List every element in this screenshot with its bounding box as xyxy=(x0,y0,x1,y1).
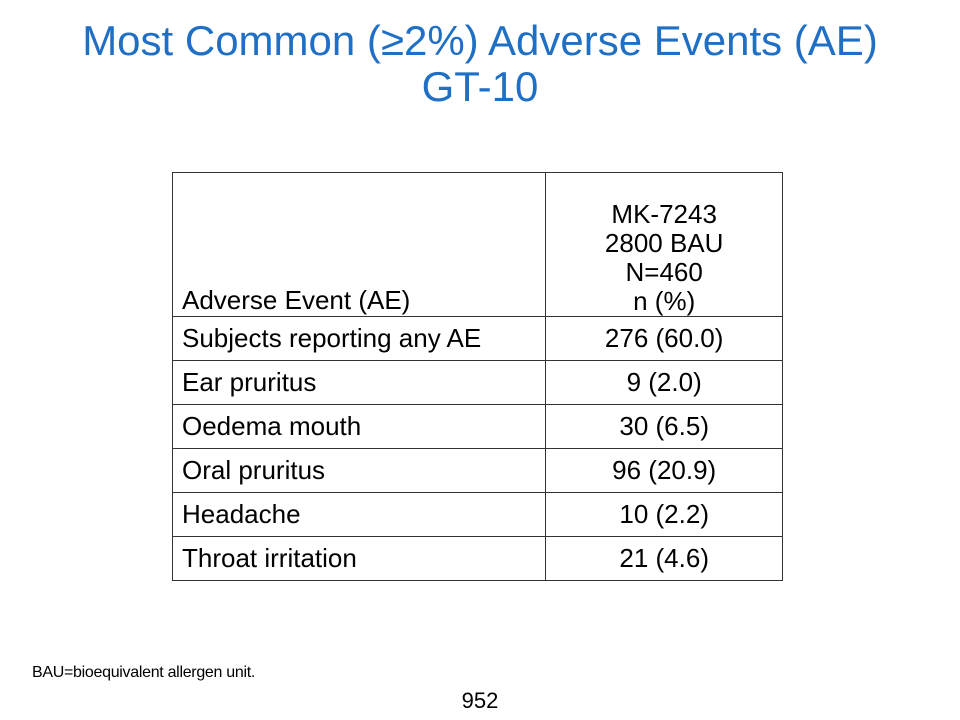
table-row: Subjects reporting any AE 276 (60.0) xyxy=(171,316,783,361)
event-count-cell: 96 (20.9) xyxy=(545,448,783,493)
table-row: Oral pruritus 96 (20.9) xyxy=(171,448,783,493)
table-row: Oedema mouth 30 (6.5) xyxy=(171,404,783,449)
event-count-cell: 276 (60.0) xyxy=(545,316,783,361)
slide-title-line-2: GT-10 xyxy=(421,63,539,110)
header-treatment-line: N=460 xyxy=(625,257,703,287)
header-treatment-line: 2800 BAU xyxy=(604,228,724,258)
event-name-cell: Subjects reporting any AE xyxy=(171,316,547,361)
event-name-cell: Headache xyxy=(171,492,547,537)
event-count-cell: 21 (4.6) xyxy=(545,536,783,581)
header-treatment-line: MK-7243 xyxy=(611,199,717,229)
header-adverse-event: Adverse Event (AE) xyxy=(171,172,547,317)
page-number: 952 xyxy=(461,688,499,713)
event-name-cell: Oral pruritus xyxy=(171,448,547,493)
event-name-cell: Ear pruritus xyxy=(171,360,547,405)
event-count-cell: 30 (6.5) xyxy=(545,404,783,449)
table-row: Ear pruritus 9 (2.0) xyxy=(171,360,783,405)
event-name-cell: Throat irritation xyxy=(171,536,547,581)
header-treatment-line: n (%) xyxy=(633,286,696,316)
slide-title: Most Common (≥2%) Adverse Events (AE) GT… xyxy=(0,18,960,110)
adverse-events-table: Adverse Event (AE) MK-7243 2800 BAU N=46… xyxy=(171,172,783,581)
footnote: BAU=bioequivalent allergen unit. xyxy=(32,664,256,681)
event-count-cell: 9 (2.0) xyxy=(545,360,783,405)
table-row: Throat irritation 21 (4.6) xyxy=(171,536,783,581)
header-treatment-group: MK-7243 2800 BAU N=460 n (%) xyxy=(545,172,783,317)
table-row: Headache 10 (2.2) xyxy=(171,492,783,537)
event-count-cell: 10 (2.2) xyxy=(545,492,783,537)
table-header-row: Adverse Event (AE) MK-7243 2800 BAU N=46… xyxy=(171,172,783,317)
event-name-cell: Oedema mouth xyxy=(171,404,547,449)
slide-title-line-1: Most Common (≥2%) Adverse Events (AE) xyxy=(82,17,878,64)
